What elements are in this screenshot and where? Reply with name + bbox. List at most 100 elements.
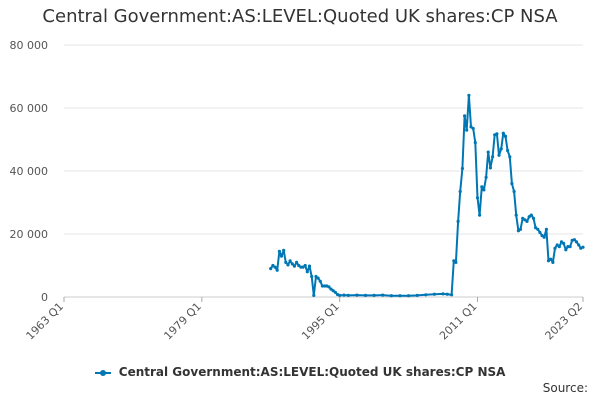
data-point[interactable] — [495, 132, 499, 136]
data-point[interactable] — [372, 293, 376, 297]
data-point[interactable] — [514, 213, 518, 217]
data-point[interactable] — [566, 245, 570, 249]
data-point[interactable] — [460, 166, 464, 171]
data-point[interactable] — [534, 226, 538, 230]
data-point[interactable] — [572, 238, 577, 242]
data-point[interactable] — [538, 230, 542, 234]
data-point[interactable] — [273, 265, 277, 269]
data-point[interactable] — [549, 257, 553, 261]
data-point[interactable] — [568, 245, 572, 249]
gridlines — [64, 44, 583, 298]
data-point[interactable] — [473, 141, 477, 145]
data-point[interactable] — [441, 292, 445, 296]
data-point[interactable] — [529, 213, 533, 217]
data-point[interactable] — [465, 128, 469, 132]
data-point[interactable] — [424, 293, 428, 297]
data-point[interactable] — [499, 147, 503, 151]
data-point[interactable] — [471, 126, 475, 131]
data-point[interactable] — [486, 150, 490, 154]
data-point[interactable] — [531, 216, 536, 220]
data-point[interactable] — [551, 260, 555, 264]
data-point[interactable] — [389, 294, 393, 298]
data-point[interactable] — [398, 294, 402, 298]
data-point[interactable] — [581, 245, 585, 249]
data-point[interactable] — [320, 284, 324, 288]
series-line[interactable] — [269, 94, 584, 297]
data-point[interactable] — [508, 155, 512, 159]
data-point[interactable] — [467, 93, 471, 97]
data-point[interactable] — [482, 188, 486, 192]
data-point[interactable] — [450, 293, 454, 297]
x-tick-label: 2023 Q2 — [543, 300, 586, 343]
data-point[interactable] — [312, 293, 316, 297]
data-point[interactable] — [546, 259, 551, 263]
data-point[interactable] — [501, 131, 505, 135]
data-point[interactable] — [355, 293, 359, 297]
data-point[interactable] — [288, 259, 292, 263]
data-point[interactable] — [542, 235, 546, 239]
data-point[interactable] — [506, 148, 510, 153]
x-axis: 1963 Q1 1979 Q1 1995 Q1 2011 Q1 2023 Q2 — [24, 297, 586, 343]
data-point[interactable] — [536, 227, 540, 231]
data-point[interactable] — [303, 263, 307, 268]
data-point[interactable] — [445, 292, 449, 296]
data-point[interactable] — [346, 293, 350, 297]
data-point[interactable] — [458, 189, 462, 194]
data-point[interactable] — [363, 293, 368, 297]
data-point[interactable] — [284, 260, 288, 264]
data-point[interactable] — [475, 196, 480, 200]
data-point[interactable] — [577, 243, 581, 247]
y-axis: 0 20 000 40 000 60 000 80 000 — [10, 39, 49, 304]
data-point[interactable] — [564, 248, 568, 252]
data-point[interactable] — [463, 114, 467, 118]
data-point[interactable] — [275, 268, 279, 272]
data-point[interactable] — [292, 264, 296, 268]
legend[interactable]: Central Government:AS:LEVEL:Quoted UK sh… — [0, 365, 600, 379]
x-tick-label: 1963 Q1 — [24, 300, 67, 343]
data-point[interactable] — [497, 153, 501, 157]
data-point[interactable] — [318, 279, 322, 283]
data-point[interactable] — [290, 262, 294, 266]
data-point[interactable] — [295, 260, 299, 264]
data-point[interactable] — [279, 254, 284, 258]
data-point[interactable] — [503, 134, 508, 138]
data-point[interactable] — [327, 285, 331, 289]
data-point[interactable] — [510, 182, 514, 186]
data-point[interactable] — [491, 155, 495, 159]
data-point[interactable] — [277, 249, 281, 253]
data-point[interactable] — [478, 213, 482, 217]
data-point[interactable] — [381, 293, 385, 297]
data-point[interactable] — [415, 293, 419, 297]
data-point[interactable] — [553, 246, 557, 250]
data-point[interactable] — [454, 260, 458, 264]
data-point[interactable] — [286, 263, 290, 267]
data-point[interactable] — [518, 227, 523, 231]
data-point[interactable] — [557, 245, 561, 249]
data-point[interactable] — [469, 125, 473, 129]
data-point[interactable] — [269, 267, 273, 271]
data-point[interactable] — [544, 227, 549, 231]
data-point[interactable] — [316, 276, 320, 280]
data-point[interactable] — [488, 166, 492, 170]
data-point[interactable] — [297, 263, 301, 268]
data-point[interactable] — [456, 219, 460, 223]
data-point[interactable] — [525, 219, 529, 223]
data-point[interactable] — [307, 264, 312, 268]
data-point[interactable] — [338, 293, 342, 297]
data-point[interactable] — [282, 248, 286, 252]
data-point[interactable] — [574, 240, 579, 244]
data-point[interactable] — [301, 265, 305, 269]
data-point[interactable] — [333, 290, 337, 294]
legend-label: Central Government:AS:LEVEL:Quoted UK sh… — [118, 365, 506, 379]
y-tick-label: 20 000 — [10, 228, 49, 241]
data-point[interactable] — [480, 185, 484, 189]
data-point[interactable] — [512, 189, 516, 194]
data-point[interactable] — [562, 241, 566, 245]
data-point[interactable] — [484, 175, 488, 179]
data-point[interactable] — [310, 274, 314, 279]
data-point[interactable] — [329, 287, 333, 291]
data-point[interactable] — [305, 270, 309, 274]
data-point[interactable] — [342, 293, 346, 297]
data-point[interactable] — [407, 294, 411, 298]
data-point[interactable] — [432, 292, 436, 296]
